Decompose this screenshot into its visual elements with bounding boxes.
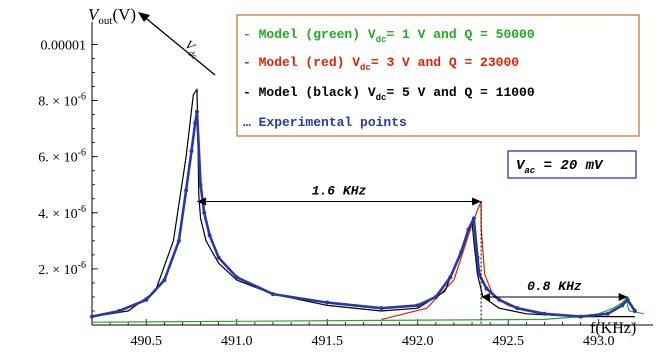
data-point <box>578 314 583 319</box>
data-point <box>176 238 181 243</box>
data-point <box>379 306 384 311</box>
data-point <box>632 308 637 313</box>
arrowhead-left <box>481 292 491 301</box>
vdc-arrow-label: Vdc <box>180 37 204 61</box>
data-point <box>433 294 438 299</box>
vdc-arrow: Vdc <box>138 12 216 76</box>
y-axis-label-sub: out <box>98 15 112 27</box>
data-point <box>325 300 330 305</box>
annotation-label: 0.8 KHz <box>527 279 582 294</box>
data-point <box>117 308 122 313</box>
data-point <box>448 275 453 280</box>
legend-item-experimental: … Experimental points <box>243 115 407 130</box>
data-point <box>90 314 94 319</box>
data-point <box>477 272 482 277</box>
vac-box: Vac = 20 mV <box>507 150 637 179</box>
series-line-2 <box>91 88 635 318</box>
series-layer <box>90 88 645 323</box>
series-line-0 <box>91 296 645 323</box>
data-point <box>144 297 149 302</box>
data-point <box>202 210 207 215</box>
data-point <box>198 182 203 187</box>
x-tick-label: 492.5 <box>492 334 524 349</box>
x-tick-label: 491.0 <box>221 334 253 349</box>
legend: - Model (green) Vdc= 1 V and Q = 50000 -… <box>236 14 640 137</box>
legend-item-green: - Model (green) Vdc= 1 V and Q = 50000 <box>243 27 535 45</box>
arrowhead-left <box>196 197 206 206</box>
x-tick-label: 493.0 <box>583 334 615 349</box>
x-tick-label: 490.5 <box>131 334 163 349</box>
axes: 490.5 491.0 491.5 492.0 492.5 493.0 2. × 10-6 4… <box>38 22 653 349</box>
data-point <box>189 149 194 154</box>
data-point <box>466 227 471 232</box>
y-tick-label: 8. × 10-6 <box>38 92 86 110</box>
arrowhead-right <box>472 197 482 206</box>
data-point <box>542 311 547 316</box>
data-point <box>184 188 189 193</box>
data-point <box>162 278 167 283</box>
legend-item-black: - Model (black) Vdc= 5 V and Q = 11000 <box>243 85 535 103</box>
annotations: 1.6 KHz 0.8 KHz <box>196 184 628 325</box>
x-tick-label: 491.5 <box>312 334 344 349</box>
y-tick-label: 0.00001 <box>41 38 87 53</box>
data-point <box>216 255 221 260</box>
y-axis-label: Vout(V) <box>88 5 136 27</box>
data-point <box>270 292 275 297</box>
data-point <box>471 216 476 221</box>
data-point <box>459 250 464 255</box>
data-point <box>475 255 480 260</box>
data-point <box>625 297 630 302</box>
y-tick-label: 2. × 10-6 <box>38 260 86 278</box>
x-axis-label: f(KHz) <box>590 320 636 337</box>
series-line-3 <box>91 110 636 318</box>
x-tick-label: 492.0 <box>402 334 434 349</box>
y-tick-label: 4. × 10-6 <box>38 204 86 222</box>
data-point <box>234 275 239 280</box>
annotation-label: 1.6 KHz <box>312 184 367 199</box>
legend-box <box>236 14 640 137</box>
data-point <box>620 303 625 308</box>
data-point <box>605 311 610 316</box>
vac-label: Vac = 20 mV <box>516 158 604 176</box>
data-point <box>484 286 489 291</box>
data-point <box>207 233 212 238</box>
data-point <box>194 109 199 114</box>
data-point <box>415 303 420 308</box>
data-point <box>497 297 502 302</box>
y-tick-label: 6. × 10-6 <box>38 148 86 166</box>
legend-item-red: - Model (red) Vdc= 3 V and Q = 23000 <box>243 55 519 73</box>
arrowhead-right <box>618 292 628 301</box>
data-point <box>515 306 520 311</box>
data-point <box>193 121 198 125</box>
